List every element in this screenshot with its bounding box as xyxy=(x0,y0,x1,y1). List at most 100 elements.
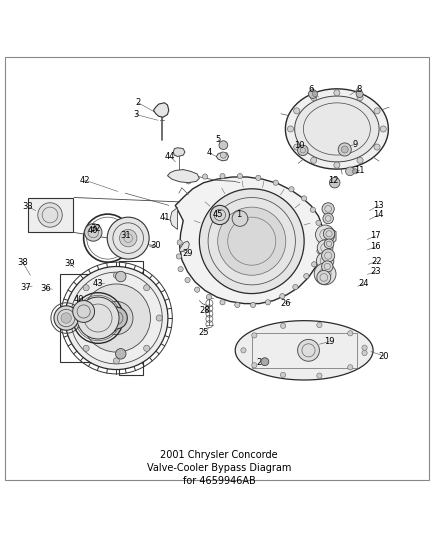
Circle shape xyxy=(144,345,150,351)
Circle shape xyxy=(297,340,319,361)
Circle shape xyxy=(265,300,271,305)
Circle shape xyxy=(348,365,353,370)
Text: 14: 14 xyxy=(373,211,384,220)
Text: 42: 42 xyxy=(79,175,90,184)
Text: 33: 33 xyxy=(22,202,33,211)
Circle shape xyxy=(210,205,230,224)
Circle shape xyxy=(341,146,348,153)
Circle shape xyxy=(237,174,243,179)
Text: 13: 13 xyxy=(373,201,384,210)
Text: 21: 21 xyxy=(257,358,267,367)
Text: 41: 41 xyxy=(159,213,170,222)
Text: 12: 12 xyxy=(328,175,339,184)
Text: 40: 40 xyxy=(73,295,84,304)
Circle shape xyxy=(301,196,307,201)
Text: 23: 23 xyxy=(371,267,381,276)
Circle shape xyxy=(220,152,226,158)
Text: 20: 20 xyxy=(379,351,389,360)
Circle shape xyxy=(251,302,256,308)
Circle shape xyxy=(38,203,62,227)
Circle shape xyxy=(310,207,315,212)
Circle shape xyxy=(287,126,293,132)
Text: 6: 6 xyxy=(309,85,314,94)
Text: 32: 32 xyxy=(91,223,101,232)
Circle shape xyxy=(348,330,353,336)
Text: 3: 3 xyxy=(133,110,139,119)
Polygon shape xyxy=(173,148,185,157)
Text: 28: 28 xyxy=(200,305,210,314)
Circle shape xyxy=(324,239,334,248)
Circle shape xyxy=(308,90,317,99)
Circle shape xyxy=(357,157,363,163)
Circle shape xyxy=(176,254,181,259)
Circle shape xyxy=(316,220,321,225)
Circle shape xyxy=(380,126,386,132)
Circle shape xyxy=(65,266,168,369)
Circle shape xyxy=(317,240,333,256)
Circle shape xyxy=(156,315,162,321)
Circle shape xyxy=(356,91,363,98)
Circle shape xyxy=(194,287,200,292)
Circle shape xyxy=(321,249,335,262)
Circle shape xyxy=(319,234,324,239)
Text: 16: 16 xyxy=(370,243,381,252)
Text: 8: 8 xyxy=(356,85,361,94)
Text: 11: 11 xyxy=(354,166,365,175)
Circle shape xyxy=(202,174,208,179)
Circle shape xyxy=(293,108,300,114)
Circle shape xyxy=(311,157,317,163)
Circle shape xyxy=(316,252,334,270)
Text: 34: 34 xyxy=(107,325,117,334)
Circle shape xyxy=(297,145,308,156)
Circle shape xyxy=(280,294,285,299)
Circle shape xyxy=(241,348,246,353)
Circle shape xyxy=(106,307,127,329)
Text: 10: 10 xyxy=(294,141,305,150)
Circle shape xyxy=(185,277,190,282)
Circle shape xyxy=(317,373,322,378)
Text: 19: 19 xyxy=(324,337,334,346)
Circle shape xyxy=(317,322,322,328)
Text: 22: 22 xyxy=(372,257,382,266)
Text: 5: 5 xyxy=(215,135,221,144)
Circle shape xyxy=(311,94,317,101)
Text: 40: 40 xyxy=(87,226,98,235)
Polygon shape xyxy=(153,103,169,117)
Circle shape xyxy=(218,207,286,275)
Circle shape xyxy=(220,174,225,179)
Circle shape xyxy=(353,169,358,174)
Circle shape xyxy=(199,189,304,294)
Circle shape xyxy=(61,313,71,323)
Text: 31: 31 xyxy=(120,231,131,239)
Text: 37: 37 xyxy=(21,283,32,292)
Circle shape xyxy=(334,162,340,168)
Circle shape xyxy=(311,262,317,267)
Circle shape xyxy=(315,225,335,244)
Circle shape xyxy=(362,345,367,350)
Circle shape xyxy=(256,175,261,181)
Circle shape xyxy=(252,362,257,368)
Circle shape xyxy=(334,90,340,96)
Text: 26: 26 xyxy=(280,299,291,308)
Circle shape xyxy=(317,248,322,254)
Circle shape xyxy=(280,323,286,328)
Circle shape xyxy=(107,217,149,259)
Circle shape xyxy=(116,349,126,359)
Circle shape xyxy=(261,358,269,366)
Polygon shape xyxy=(235,321,373,380)
Circle shape xyxy=(317,270,331,285)
Circle shape xyxy=(322,203,334,215)
Circle shape xyxy=(220,300,225,305)
Circle shape xyxy=(219,141,228,149)
Circle shape xyxy=(323,213,333,224)
Circle shape xyxy=(83,345,89,351)
Circle shape xyxy=(314,263,336,285)
Circle shape xyxy=(82,284,150,352)
Text: 2001 Chrysler Concorde
Valve-Cooler Bypass Diagram
for 4659946AB: 2001 Chrysler Concorde Valve-Cooler Bypa… xyxy=(147,450,291,487)
Text: 39: 39 xyxy=(64,259,75,268)
Text: 35: 35 xyxy=(91,306,101,316)
Polygon shape xyxy=(170,207,177,229)
Polygon shape xyxy=(286,89,389,169)
Circle shape xyxy=(357,94,363,101)
Circle shape xyxy=(77,297,119,339)
